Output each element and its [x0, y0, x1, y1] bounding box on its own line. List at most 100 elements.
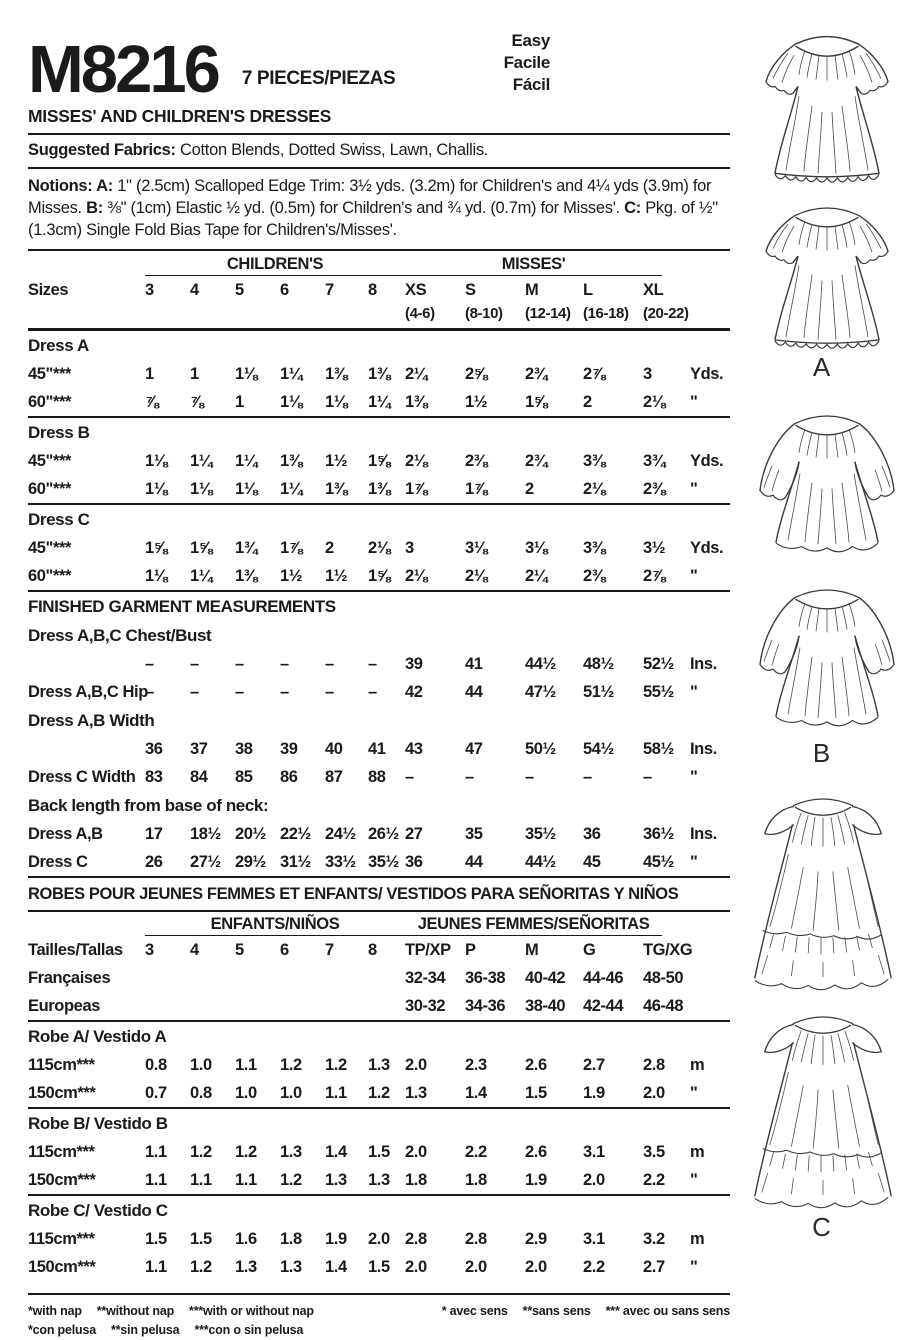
value-cell: 1.2: [280, 1056, 302, 1074]
size-cell: 6: [280, 941, 289, 959]
yardage-table: CHILDREN'S MISSES' Sizes 3 4 5 6 7 8 XS S M L XL (4-6)…: [28, 252, 730, 1295]
size-cell: 4: [190, 941, 199, 959]
value-cell: 45: [583, 848, 643, 878]
value-cell: [145, 964, 190, 992]
section-label: ROBES POUR JEUNES FEMMES ET ENFANTS/ VES…: [28, 877, 730, 912]
row-label: 45"***: [28, 539, 72, 557]
value-cell: 1¼: [190, 452, 213, 470]
value-cell: 1⅝: [525, 388, 583, 418]
value-cell: –: [405, 768, 414, 786]
footnote-with-or-without-nap: ***with or without nap: [189, 1304, 314, 1318]
value-cell: 1.5: [368, 1143, 390, 1161]
value-cell: 1.8: [405, 1166, 465, 1196]
section-label: Dress A,B,C Chest/Bust: [28, 626, 212, 645]
value-cell: ⅞: [145, 388, 190, 418]
misses-group-label: JEUNES FEMMES/SEÑORITAS: [405, 914, 662, 936]
value-cell: 1.3: [368, 1166, 405, 1196]
value-cell: 31½: [280, 848, 325, 878]
value-cell: –: [190, 655, 199, 673]
size-cell: 5: [235, 281, 244, 299]
value-cell: 3.2: [643, 1230, 665, 1248]
value-cell: 84: [190, 768, 208, 786]
value-cell: 1¼: [280, 365, 303, 383]
pattern-number: M8216: [28, 32, 221, 108]
value-cell: 1.3: [280, 1253, 325, 1295]
size-cell: TG/XG: [643, 941, 693, 959]
row-label: [28, 650, 145, 678]
table-row: Dress A,B,C Hip – – – – – –42 44 47½ 51½ 55½ ": [28, 678, 730, 706]
value-cell: 1⅛: [235, 365, 258, 383]
table-row: Dress B: [28, 417, 730, 447]
value-cell: 42: [405, 683, 423, 701]
children-group-header: ENFANTS/NIÑOS: [145, 911, 405, 936]
value-cell: 36½: [643, 825, 674, 843]
value-cell: 44: [465, 848, 525, 878]
value-cell: 2.2: [465, 1143, 487, 1161]
value-cell: 47½: [525, 683, 556, 701]
size-cell: TP/XP: [405, 941, 451, 959]
value-cell: 34-36: [465, 992, 525, 1022]
value-cell: 1⅜: [235, 562, 280, 592]
row-label: 150cm***: [28, 1253, 145, 1295]
row-label: Dress A,B,C Hip: [28, 683, 148, 701]
size-range-cell: (12-14): [525, 304, 583, 331]
value-cell: –: [145, 655, 154, 673]
table-row: Dress A,B,C Chest/Bust: [28, 621, 730, 650]
value-cell: 1.1: [235, 1166, 280, 1196]
table-row: Robe A/ Vestido A: [28, 1021, 730, 1051]
value-cell: 1⅜: [368, 475, 405, 505]
value-cell: 50½: [525, 740, 556, 758]
value-cell: 1.2: [368, 1079, 405, 1109]
value-cell: –: [583, 768, 592, 786]
value-cell: 1¼: [280, 475, 325, 505]
value-cell: –: [368, 683, 377, 701]
value-cell: 1⅛: [280, 388, 325, 418]
unit-cell: Ins.: [690, 740, 717, 758]
value-cell: 1.3: [325, 1166, 368, 1196]
children-group-header: CHILDREN'S: [145, 252, 405, 276]
value-cell: 33½: [325, 848, 368, 878]
value-cell: 1.1: [145, 1253, 190, 1295]
row-label: 115cm***: [28, 1056, 95, 1074]
row-label: 45"***: [28, 452, 72, 470]
size-cell: 3: [145, 941, 154, 959]
value-cell: 1¼: [190, 562, 235, 592]
value-cell: –: [368, 655, 377, 673]
size-range-cell: (20-22): [643, 304, 690, 331]
value-cell: 44½: [525, 655, 556, 673]
value-cell: –: [190, 683, 199, 701]
dress-a-front-illustration: [752, 20, 902, 188]
value-cell: 1.0: [280, 1079, 325, 1109]
value-cell: 32-34: [405, 969, 446, 987]
value-cell: 2.0: [525, 1253, 583, 1295]
table-row: 115cm*** 1.5 1.5 1.6 1.8 1.9 2.0 2.8 2.8 2.9 3.1 3.…: [28, 1225, 730, 1253]
value-cell: 86: [280, 768, 298, 786]
row-label: Dress C: [28, 848, 145, 878]
footnotes-left: *with nap **without nap ***with or without…: [28, 1302, 329, 1340]
sizes-row-label: Sizes: [28, 281, 69, 299]
value-cell: 0.7: [145, 1079, 190, 1109]
value-cell: [280, 992, 325, 1022]
value-cell: 2⅞: [583, 365, 606, 383]
value-cell: 46-48: [643, 992, 690, 1022]
row-label: 60"***: [28, 388, 145, 418]
value-cell: 3.1: [583, 1143, 605, 1161]
value-cell: 3½: [643, 539, 666, 557]
table-row: Robe B/ Vestido B: [28, 1108, 730, 1138]
table-row: 60"*** 1⅛ 1⅛ 1⅛ 1¼ 1⅜ 1⅜ 1⅞ 1⅞ 2 2⅛ 2⅜ ": [28, 475, 730, 505]
notions-label-a: Notions: A:: [28, 177, 113, 195]
unit-cell: [690, 964, 730, 992]
value-cell: 2.3: [465, 1056, 487, 1074]
ranges-row-spacer: [28, 304, 145, 331]
value-cell: 3.5: [643, 1143, 665, 1161]
footnote-spanish: *con pelusa **sin pelusa ***con o sin pelu…: [28, 1321, 329, 1340]
value-cell: 42-44: [583, 992, 643, 1022]
value-cell: 36: [405, 848, 465, 878]
value-cell: 1⅝: [368, 562, 405, 592]
table-row: 45"*** 1 1 1⅛ 1¼ 1⅜ 1⅜ 2¼ 2⅝ 2¾ 2⅞ 3 Yds.: [28, 360, 730, 388]
value-cell: 1.1: [145, 1166, 190, 1196]
notions-label-b: B:: [86, 199, 103, 217]
fabrics-label: Suggested Fabrics:: [28, 141, 176, 159]
value-cell: 1.8: [465, 1166, 525, 1196]
suggested-fabrics: Suggested Fabrics: Cotton Blends, Dotted…: [28, 135, 730, 169]
